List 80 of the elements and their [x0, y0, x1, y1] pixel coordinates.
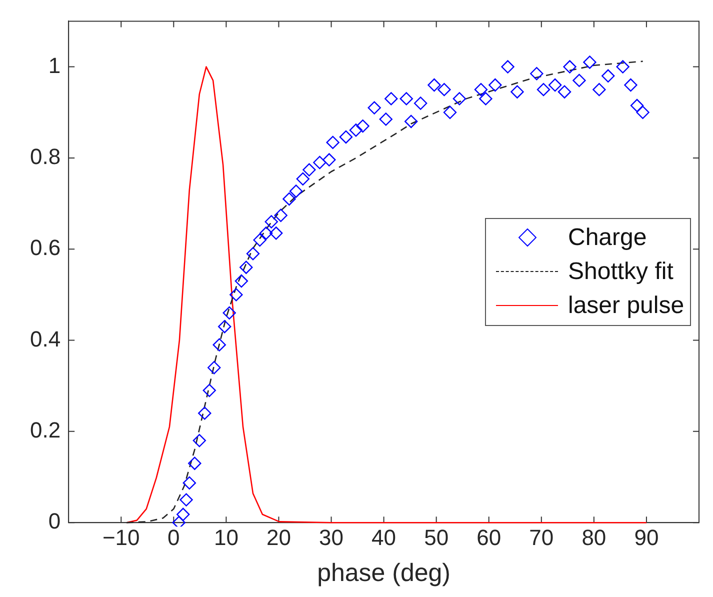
- x-tick-label: 90: [634, 524, 659, 550]
- y-tick-label: 0.2: [30, 418, 61, 442]
- point: [630, 98, 644, 112]
- point: [282, 192, 296, 206]
- legend-label: laser pulse: [568, 292, 684, 320]
- point: [230, 288, 243, 302]
- point: [379, 112, 392, 126]
- point: [246, 247, 260, 260]
- point: [602, 69, 615, 82]
- point: [592, 82, 606, 96]
- point: [182, 476, 196, 490]
- point: [192, 434, 206, 448]
- point: [212, 338, 226, 352]
- legend-label: Charge: [568, 224, 647, 252]
- x-tick-label: 80: [582, 524, 606, 550]
- y-tick-label: 0.8: [30, 144, 61, 170]
- y-tick-label: 0.6: [30, 235, 61, 260]
- point: [488, 78, 502, 92]
- x-tick-label: 70: [529, 524, 554, 550]
- point: [339, 130, 353, 144]
- x-tick-label: 40: [372, 524, 396, 550]
- point: [349, 124, 363, 137]
- point: [479, 92, 492, 106]
- point: [536, 82, 550, 96]
- point: [356, 119, 370, 133]
- point: [452, 92, 466, 106]
- x-tick-label: 20: [266, 524, 291, 550]
- point: [302, 163, 316, 176]
- point: [222, 306, 236, 320]
- point: [474, 82, 488, 96]
- point: [322, 153, 336, 166]
- point: [510, 85, 524, 98]
- y-tick-label: 1: [48, 52, 61, 78]
- point: [558, 85, 572, 98]
- point: [616, 60, 630, 74]
- point: [172, 516, 186, 527]
- point: [253, 233, 266, 247]
- point: [289, 184, 303, 198]
- point: [563, 60, 576, 74]
- point: [572, 74, 586, 88]
- x-tick-label: 30: [319, 524, 344, 550]
- point: [234, 274, 248, 288]
- x-tick-label: 10: [214, 524, 238, 550]
- point: [414, 96, 428, 110]
- point: [400, 92, 413, 106]
- x-axis-title: phase (deg): [317, 558, 451, 587]
- point: [313, 156, 326, 170]
- point: [530, 67, 544, 80]
- point: [583, 56, 596, 69]
- point: [438, 82, 451, 96]
- legend-label: Shottky fit: [568, 258, 674, 286]
- point: [198, 406, 212, 420]
- point: [368, 101, 381, 114]
- point: [202, 384, 216, 398]
- x-tick-label: 60: [476, 524, 502, 550]
- point: [384, 92, 398, 106]
- point: [260, 226, 273, 240]
- point: [548, 78, 562, 92]
- point: [501, 60, 514, 74]
- point: [176, 508, 190, 521]
- y-tick-label: 0: [48, 508, 61, 534]
- point: [188, 456, 202, 470]
- point: [274, 208, 288, 222]
- point: [624, 78, 638, 92]
- point: [404, 114, 418, 128]
- point: [240, 260, 253, 274]
- point: [264, 215, 278, 228]
- point: [208, 361, 221, 374]
- x-tick-label: −10: [102, 524, 140, 550]
- point: [180, 493, 193, 506]
- y-tick-label: 0.4: [30, 326, 61, 352]
- x-tick-label: 50: [424, 524, 449, 550]
- point: [218, 320, 232, 334]
- point: [269, 226, 283, 240]
- point: [443, 106, 457, 119]
- point: [296, 172, 310, 186]
- x-tick-label: 0: [168, 524, 180, 550]
- point: [428, 78, 441, 92]
- point: [326, 136, 340, 150]
- point: [636, 106, 650, 119]
